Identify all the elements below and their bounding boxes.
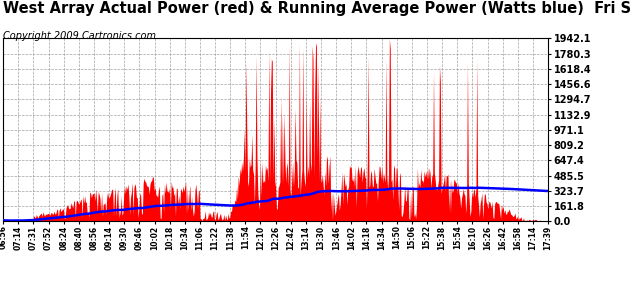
Text: Copyright 2009 Cartronics.com: Copyright 2009 Cartronics.com	[3, 31, 156, 41]
Text: West Array Actual Power (red) & Running Average Power (Watts blue)  Fri Sep 25 1: West Array Actual Power (red) & Running …	[3, 1, 630, 17]
